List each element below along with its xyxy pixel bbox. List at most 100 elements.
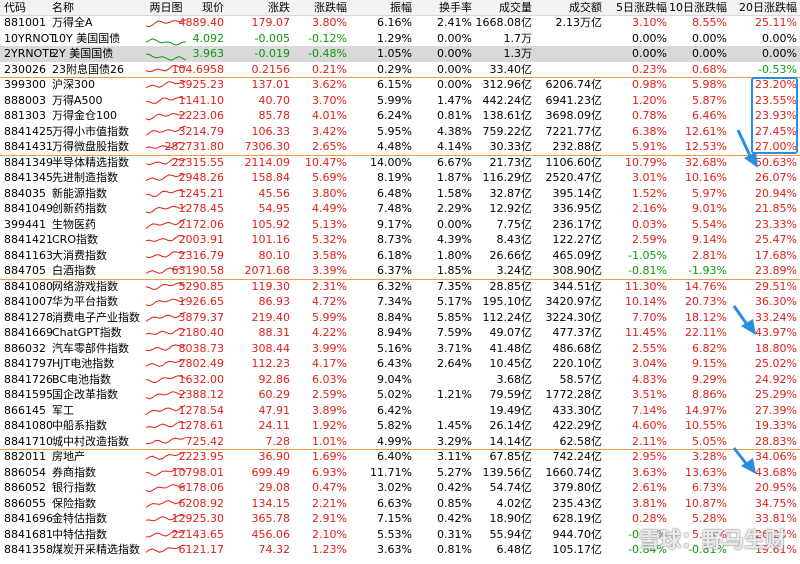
cell: 0.00% bbox=[762, 31, 797, 45]
cell: 3.29% bbox=[437, 434, 472, 448]
cell: 112.24亿 bbox=[482, 310, 533, 324]
cell: 19.61% bbox=[755, 543, 797, 556]
cell: 5290.85 bbox=[178, 279, 225, 293]
cell: 8.86% bbox=[692, 388, 727, 401]
cell: 4.092 bbox=[192, 31, 225, 45]
sparkline bbox=[145, 452, 186, 460]
cell: 9.17% bbox=[377, 217, 412, 231]
cell: 67.85亿 bbox=[489, 450, 533, 463]
cell: 22.11% bbox=[685, 326, 727, 339]
cell: 保险指数 bbox=[52, 496, 96, 510]
cell: 6.24% bbox=[377, 109, 412, 122]
cell: 886052 bbox=[4, 481, 46, 494]
cell: 3.80% bbox=[312, 186, 347, 200]
cell: 4.02亿 bbox=[496, 496, 533, 510]
cell: 6.48亿 bbox=[496, 543, 533, 556]
cell: 137.01 bbox=[251, 78, 291, 91]
cell: 6.32% bbox=[377, 279, 412, 293]
cell: 2.65% bbox=[312, 140, 347, 153]
cell: 10.14% bbox=[625, 295, 667, 308]
cell: 54.95 bbox=[258, 202, 291, 215]
cell: 18.80% bbox=[755, 341, 797, 355]
cell: 12.61% bbox=[685, 124, 727, 138]
cell: 0.85% bbox=[437, 496, 472, 510]
cell: 220.10亿 bbox=[552, 357, 603, 370]
cell: 0.78% bbox=[632, 109, 667, 122]
cell: 4.39% bbox=[437, 233, 472, 246]
cell: 创新药指数 bbox=[52, 202, 107, 215]
cell: 城中村改造指数 bbox=[52, 434, 129, 448]
cell: 5.99% bbox=[377, 93, 412, 107]
cell: 7.35% bbox=[437, 279, 472, 293]
sparkline bbox=[145, 189, 186, 197]
cell: 30.33亿 bbox=[489, 140, 533, 153]
cell: 5.98% bbox=[692, 78, 727, 91]
cell: 1141.10 bbox=[178, 93, 225, 107]
cell: 14.97% bbox=[685, 403, 727, 417]
cell: 8.19% bbox=[377, 171, 412, 184]
cell: 33.40亿 bbox=[489, 62, 533, 76]
cell: 生物医药 bbox=[52, 217, 96, 231]
highlight-box bbox=[751, 77, 798, 154]
cell: 9.04% bbox=[377, 372, 412, 386]
cell: 33.24% bbox=[755, 310, 797, 324]
cell: 742.24亿 bbox=[552, 450, 603, 463]
cell: -0.12% bbox=[308, 31, 347, 45]
cell: 22315.55 bbox=[171, 155, 225, 169]
cell: 8841431 bbox=[4, 140, 53, 153]
cell: 1245.21 bbox=[178, 186, 225, 200]
cell: 4.01% bbox=[312, 109, 347, 122]
cell: 1.47% bbox=[437, 93, 472, 107]
cell: -1.05% bbox=[628, 248, 667, 262]
cell: 888003 bbox=[4, 93, 46, 107]
cell: 33.81% bbox=[755, 512, 797, 525]
cell: 112.23 bbox=[251, 357, 291, 370]
cell: 4.38% bbox=[437, 124, 472, 138]
cell: 25.02% bbox=[755, 357, 797, 370]
cell: 0.42% bbox=[437, 481, 472, 494]
cell: 2.81% bbox=[692, 248, 727, 262]
cell: 11.45% bbox=[625, 326, 667, 339]
cell: 2948.26 bbox=[178, 171, 225, 184]
cell: 8841681 bbox=[4, 527, 53, 541]
cell: 6941.23亿 bbox=[545, 93, 603, 107]
cell: 万得A500 bbox=[52, 93, 103, 107]
cell: 1.05% bbox=[377, 47, 412, 60]
cell: 2.59% bbox=[632, 233, 667, 246]
cell: 1.23% bbox=[312, 543, 347, 556]
cell: 18.12% bbox=[685, 310, 727, 324]
cell: 5.53% bbox=[377, 527, 412, 541]
cell: 1106.60亿 bbox=[545, 155, 603, 169]
cell: 8841726 bbox=[4, 372, 53, 386]
cell: 5.97% bbox=[692, 186, 727, 200]
cell: 195.10亿 bbox=[482, 295, 533, 308]
cell: 2.21% bbox=[312, 496, 347, 510]
cell: 6121.17 bbox=[178, 543, 225, 556]
cell: 7.34% bbox=[377, 295, 412, 308]
cell: ChatGPT指数 bbox=[52, 326, 122, 339]
cell: 1668.08亿 bbox=[475, 16, 533, 29]
cell: 92.86 bbox=[258, 372, 291, 386]
cell: 29.51% bbox=[755, 279, 797, 293]
cell: 886054 bbox=[4, 465, 46, 479]
cell: 49.07亿 bbox=[489, 326, 533, 339]
arrows bbox=[732, 129, 758, 474]
cell: 886032 bbox=[4, 341, 46, 355]
sparkline bbox=[145, 218, 186, 229]
cell: 62.58亿 bbox=[559, 434, 603, 448]
cell: 3420.97亿 bbox=[545, 295, 603, 308]
cell: 7.48% bbox=[377, 202, 412, 215]
cell: 8.94% bbox=[377, 326, 412, 339]
cell: 8.73% bbox=[377, 233, 412, 246]
column-header: 两日图 bbox=[149, 1, 183, 14]
cell: 158.84 bbox=[251, 171, 291, 184]
cell: 74.32 bbox=[258, 543, 291, 556]
cell: 5.28% bbox=[692, 512, 727, 525]
cell: 9.15% bbox=[692, 357, 727, 370]
cell: -0.53% bbox=[758, 62, 797, 76]
cell: 0.00% bbox=[437, 47, 472, 60]
sparkline bbox=[145, 234, 186, 242]
cell: 5.16% bbox=[377, 341, 412, 355]
cell: 8841797 bbox=[4, 357, 53, 370]
cell: 1.29% bbox=[377, 31, 412, 45]
